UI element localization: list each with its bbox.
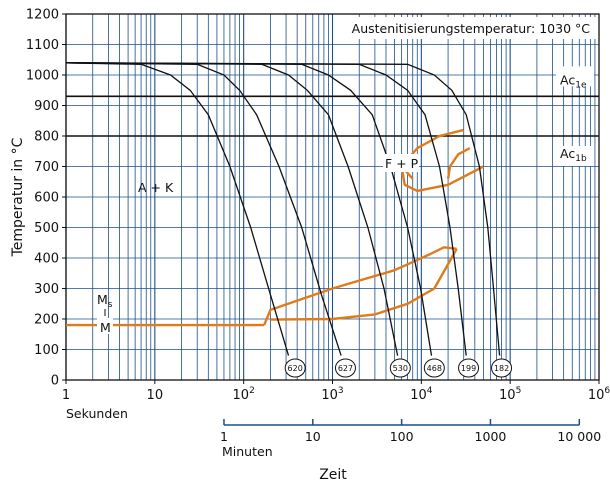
- minutes-tick-label: 1: [220, 429, 228, 444]
- cooling-curves: [65, 62, 501, 356]
- x-tick-label: 102: [233, 386, 255, 403]
- cooling-curve-627: [65, 62, 342, 356]
- minutes-axis-label: Minuten: [222, 444, 273, 459]
- hardness-value-199: 199: [461, 364, 476, 373]
- minutes-axis: 1 10 100 1000 10 000: [220, 419, 601, 444]
- ms-sub: s: [108, 300, 113, 310]
- hardness-badge-627: [334, 358, 356, 378]
- m-label: M: [100, 320, 111, 335]
- ac-label-bg: [556, 146, 594, 166]
- transformation-line-ferrite-pearlite-end: [400, 165, 484, 193]
- hardness-badge-182: [491, 358, 513, 378]
- hardness-value-627: 627: [338, 364, 353, 373]
- x-tick-label: 10: [147, 388, 164, 403]
- x-tick-label: 105: [499, 386, 521, 403]
- reference-labels: Ac1e Ac1b: [556, 66, 594, 166]
- y-axis-label: Temperatur in °C: [10, 137, 26, 257]
- hardness-value-468: 468: [427, 364, 442, 373]
- y-tick-label: 1200: [26, 8, 59, 23]
- ms-base: M: [97, 292, 108, 307]
- y-tick-label: 100: [34, 343, 59, 358]
- ac-label-ac1e: Ac1e: [560, 72, 587, 90]
- region-label-fp: F + P: [385, 156, 419, 171]
- y-tick-label: 500: [34, 221, 59, 236]
- hardness-badge-530: [389, 358, 411, 378]
- svg-text:Ms: Ms: [97, 292, 113, 310]
- hardness-badge-620: [284, 358, 306, 378]
- x-axis-label: Zeit: [319, 467, 347, 483]
- hardness-value-182: 182: [494, 364, 509, 373]
- y-tick-label: 1100: [26, 38, 59, 53]
- minutes-tick-label: 10 000: [557, 429, 601, 444]
- reference-lines: [66, 95, 599, 137]
- x-tick-labels: 1 10 102 103 104 105 106: [62, 380, 610, 403]
- seconds-axis-label: Sekunden: [66, 406, 128, 421]
- minutes-tick-label: 10: [305, 429, 321, 444]
- transformation-line-fp-notch: [446, 147, 471, 179]
- y-tick-label: 700: [34, 160, 59, 175]
- region-label-ak: A + K: [138, 180, 174, 195]
- ac-label-bg: [556, 66, 594, 87]
- ms-label: Ms M: [97, 292, 113, 335]
- x-tick-label: 103: [321, 386, 343, 403]
- cooling-curve-530: [65, 62, 399, 356]
- y-tick-label: 900: [34, 99, 59, 114]
- y-tick-labels: 0 100 200 300 400 500 600 700 800 900 1000 1100 1200: [26, 8, 66, 389]
- fp-label-bg: [383, 154, 419, 172]
- transformation-line-bainite-end: [270, 248, 458, 321]
- minutes-tick-label: 1000: [475, 429, 507, 444]
- y-tick-label: 600: [34, 191, 59, 206]
- hardness-value-620: 620: [288, 364, 303, 373]
- y-tick-label: 400: [34, 252, 59, 267]
- annotation-text: Austenitisierungstemperatur: 1030 °C: [352, 21, 591, 36]
- cooling-curve-620: [65, 62, 290, 356]
- hardness-badges: 620 627 530 468 199 182: [284, 358, 513, 378]
- x-tick-label: 1: [62, 388, 70, 403]
- hardness-badge-199: [458, 358, 480, 378]
- ac-label-ac1b: Ac1b: [560, 146, 587, 164]
- y-tick-label: 800: [34, 130, 59, 145]
- hardness-value-530: 530: [393, 364, 408, 373]
- hardness-badge-468: [423, 358, 445, 378]
- y-tick-label: 200: [34, 313, 59, 328]
- x-tick-label: 104: [410, 386, 433, 403]
- transformation-line-bainite-start: [262, 246, 457, 326]
- x-tick-label: 106: [588, 386, 610, 403]
- cooling-curve-199: [65, 62, 467, 356]
- cooling-curve-182: [65, 62, 501, 356]
- y-tick-label: 300: [34, 282, 59, 297]
- transformation-lines: [66, 128, 484, 327]
- y-tick-label: 1000: [26, 69, 59, 84]
- cooling-curve-468: [65, 62, 433, 356]
- annotation-box: [339, 17, 596, 39]
- y-tick-label: 0: [51, 374, 59, 389]
- minutes-tick-label: 100: [390, 429, 414, 444]
